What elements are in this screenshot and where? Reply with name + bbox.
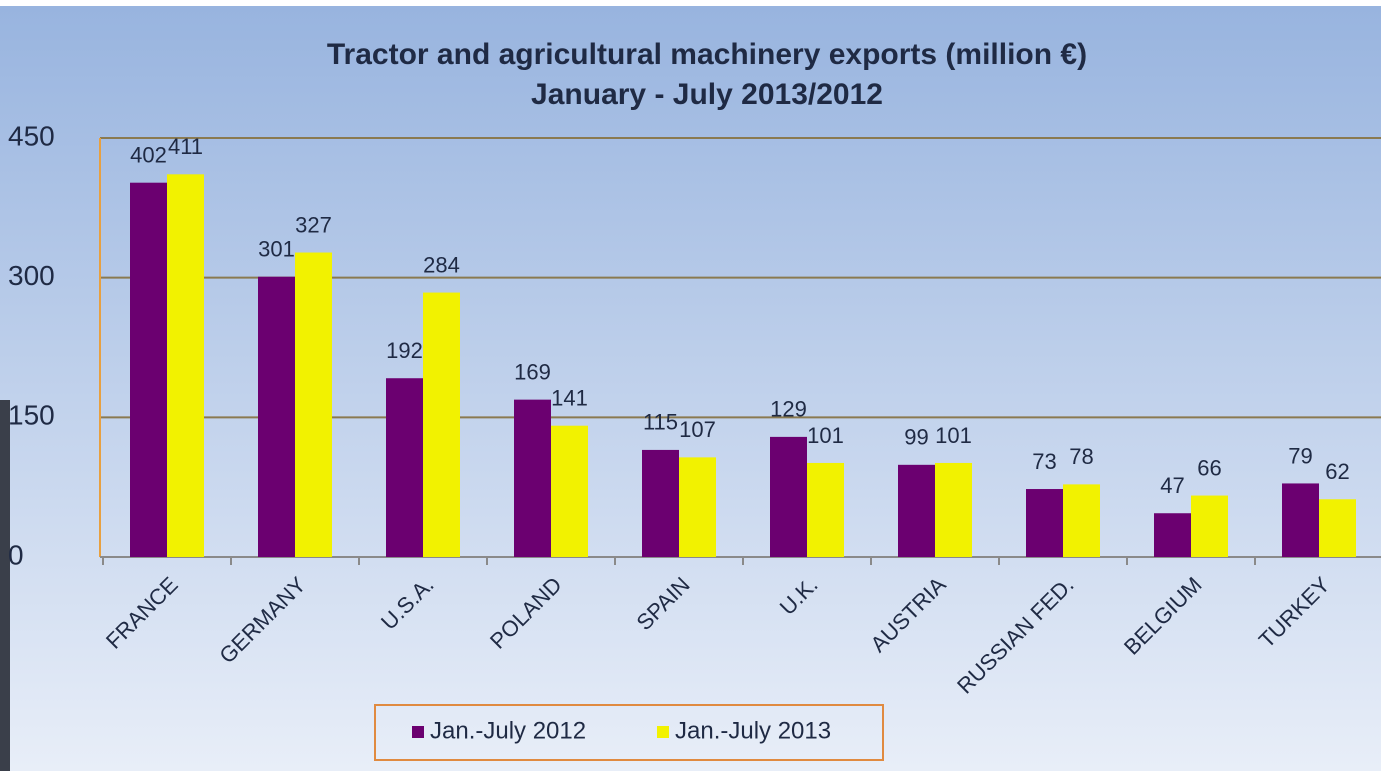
y-tick-label: 0	[8, 539, 24, 570]
value-label: 129	[770, 397, 807, 422]
bar	[898, 464, 935, 557]
bar	[1282, 483, 1319, 557]
value-label: 73	[1032, 449, 1056, 474]
value-label: 79	[1288, 443, 1312, 468]
bar	[295, 252, 332, 557]
value-label: 101	[935, 423, 972, 448]
value-label: 169	[514, 359, 551, 384]
bar	[642, 449, 679, 557]
bar	[258, 276, 295, 557]
chart-background	[0, 6, 1381, 771]
bar	[1063, 484, 1100, 557]
bar	[514, 399, 551, 557]
value-label: 115	[643, 410, 678, 435]
bar	[807, 462, 844, 557]
chart-subtitle: January - July 2013/2012	[531, 78, 883, 111]
legend-label: Jan.-July 2012	[430, 717, 586, 744]
bar	[679, 457, 716, 557]
value-label: 327	[295, 212, 332, 237]
value-label: 107	[679, 417, 716, 442]
value-label: 284	[423, 252, 460, 277]
bar	[167, 174, 204, 557]
value-label: 66	[1197, 455, 1221, 480]
side-image	[0, 400, 10, 771]
bar	[1154, 513, 1191, 557]
bar	[130, 182, 167, 557]
value-label: 62	[1325, 459, 1349, 484]
legend-box	[374, 704, 884, 761]
value-label: 411	[168, 134, 203, 159]
bar	[770, 436, 807, 557]
value-label: 301	[258, 237, 295, 262]
value-label: 78	[1069, 444, 1093, 469]
legend-swatch	[412, 726, 424, 738]
chart-title: Tractor and agricultural machinery expor…	[327, 38, 1087, 71]
value-label: 141	[551, 386, 588, 411]
bar	[386, 378, 423, 557]
legend-swatch	[657, 726, 669, 738]
value-label: 402	[130, 143, 167, 168]
bar	[1319, 499, 1356, 557]
y-tick-label: 150	[8, 400, 55, 431]
bar	[423, 292, 460, 557]
bar	[1026, 489, 1063, 557]
value-label: 47	[1160, 473, 1184, 498]
value-label: 192	[386, 338, 423, 363]
value-label: 101	[807, 423, 844, 448]
bar	[1191, 495, 1228, 557]
y-tick-label: 450	[8, 120, 55, 151]
bar	[935, 462, 972, 557]
bar	[551, 425, 588, 557]
legend-label: Jan.-July 2013	[675, 717, 831, 744]
y-tick-label: 300	[8, 260, 55, 291]
value-label: 99	[904, 425, 928, 450]
